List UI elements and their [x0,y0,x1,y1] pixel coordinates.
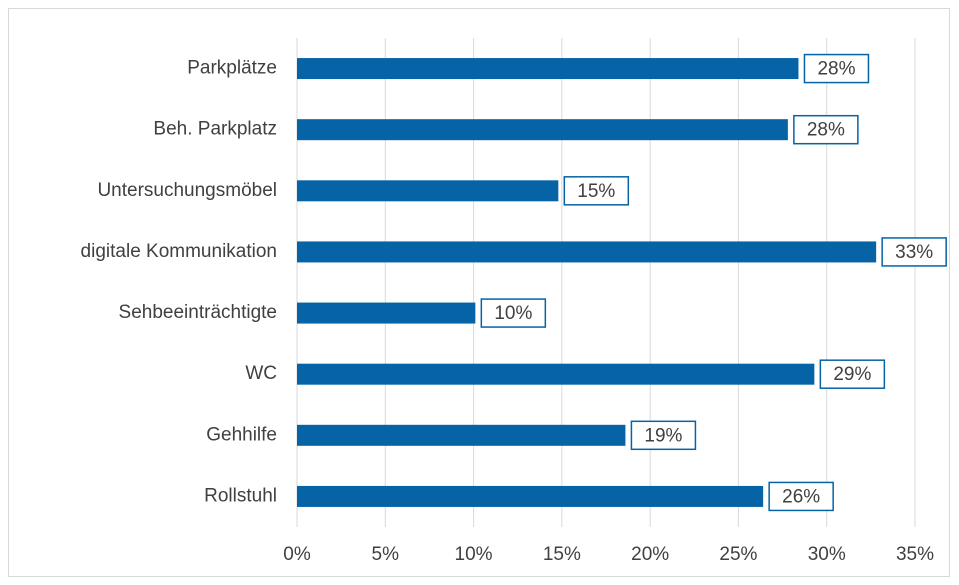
bar [297,241,877,263]
data-label: 19% [644,425,682,446]
x-tick-label: 30% [808,544,846,565]
data-label: 26% [782,486,820,507]
data-label: 28% [807,120,845,141]
x-tick-label: 5% [372,544,400,565]
y-tick-label: Untersuchungsmöbel [97,180,277,201]
bar [297,363,815,385]
y-tick-label: WC [245,363,277,384]
data-label: 10% [494,303,532,324]
data-label: 15% [577,181,615,202]
y-tick-label: Rollstuhl [204,485,277,506]
x-tick-label: 0% [283,544,311,565]
data-label: 28% [817,59,855,80]
x-tick-label: 35% [896,544,934,565]
data-label-box [630,420,697,451]
data-label-box [563,176,630,206]
data-label-box [803,53,870,84]
data-label-box [793,114,859,145]
x-tick-label: 10% [455,544,493,565]
data-label: 33% [895,242,933,263]
y-tick-label: Sehbeeinträchtigte [119,302,277,323]
data-label-box [819,359,886,389]
x-tick-label: 20% [631,544,669,565]
data-label-box [881,237,947,267]
data-label: 29% [833,364,871,385]
y-tick-label: Beh. Parkplatz [153,119,277,140]
bar [297,302,476,324]
bar [297,58,799,80]
bar [297,485,764,507]
y-tick-label: Parkplätze [187,58,277,79]
bar [297,180,559,202]
data-label-box [768,481,834,512]
x-tick-label: 25% [719,544,757,565]
y-tick-label: Gehhilfe [206,424,277,445]
bar [297,119,788,141]
y-tick-label: digitale Kommunikation [81,241,277,262]
x-tick-label: 15% [543,544,581,565]
data-label-box [480,298,547,328]
bar [297,424,626,446]
